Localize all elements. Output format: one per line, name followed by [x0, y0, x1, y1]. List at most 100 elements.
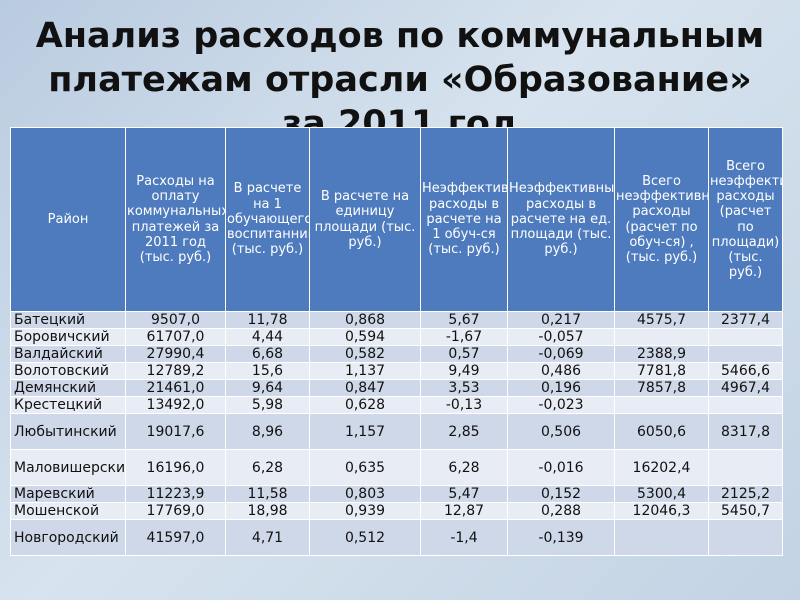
- district-cell: Любытинский: [10, 413, 126, 450]
- total-student-cell: [614, 519, 709, 556]
- expenses-table: Район Расходы на оплату коммунальных пла…: [10, 127, 783, 556]
- total-area-cell: [708, 328, 783, 346]
- ineff-student-cell: -1,67: [420, 328, 508, 346]
- per-student-cell: 11,58: [225, 485, 310, 503]
- expenses-cell: 27990,4: [125, 345, 226, 363]
- total-student-cell: [614, 328, 709, 346]
- header-total-area: Всего неэффективные расходы (расчет по п…: [708, 127, 783, 312]
- per-student-cell: 6,28: [225, 449, 310, 486]
- total-student-cell: 12046,3: [614, 502, 709, 520]
- slide-title-line-2: платежам отрасли «Образование»: [48, 60, 752, 100]
- header-row: Район Расходы на оплату коммунальных пла…: [10, 127, 783, 312]
- expenses-cell: 11223,9: [125, 485, 226, 503]
- total-student-cell: 7781,8: [614, 362, 709, 380]
- ineff-student-cell: -1,4: [420, 519, 508, 556]
- table-row: Маловишерский 16196,0 6,28 0,635 6,28 -0…: [10, 449, 783, 486]
- ineff-student-cell: 6,28: [420, 449, 508, 486]
- expenses-cell: 12789,2: [125, 362, 226, 380]
- total-area-cell: [708, 449, 783, 486]
- per-student-cell: 15,6: [225, 362, 310, 380]
- district-cell: Мошенской: [10, 502, 126, 520]
- total-student-cell: [614, 396, 709, 414]
- per-area-cell: 1,137: [309, 362, 421, 380]
- ineff-student-cell: 9,49: [420, 362, 508, 380]
- total-area-cell: [708, 345, 783, 363]
- district-cell: Волотовский: [10, 362, 126, 380]
- district-cell: Крестецкий: [10, 396, 126, 414]
- per-area-cell: 0,635: [309, 449, 421, 486]
- per-student-cell: 11,78: [225, 311, 310, 329]
- total-area-cell: [708, 519, 783, 556]
- district-cell: Валдайский: [10, 345, 126, 363]
- ineff-area-cell: -0,139: [507, 519, 615, 556]
- per-student-cell: 5,98: [225, 396, 310, 414]
- per-area-cell: 0,582: [309, 345, 421, 363]
- expenses-cell: 21461,0: [125, 379, 226, 397]
- total-area-cell: 5466,6: [708, 362, 783, 380]
- per-area-cell: 0,939: [309, 502, 421, 520]
- per-student-cell: 18,98: [225, 502, 310, 520]
- expenses-cell: 41597,0: [125, 519, 226, 556]
- table-row: Демянский 21461,0 9,64 0,847 3,53 0,196 …: [10, 379, 783, 397]
- expenses-cell: 16196,0: [125, 449, 226, 486]
- table-row: Любытинский 19017,6 8,96 1,157 2,85 0,50…: [10, 413, 783, 450]
- ineff-area-cell: 0,217: [507, 311, 615, 329]
- total-area-cell: 5450,7: [708, 502, 783, 520]
- per-student-cell: 4,44: [225, 328, 310, 346]
- header-ineff-student: Неэффективные расходы в расчете на 1 обу…: [420, 127, 508, 312]
- total-student-cell: 2388,9: [614, 345, 709, 363]
- header-total-student: Всего неэффективные расходы (расчет по о…: [614, 127, 709, 312]
- ineff-student-cell: 5,67: [420, 311, 508, 329]
- ineff-student-cell: 0,57: [420, 345, 508, 363]
- table-row: Волотовский 12789,2 15,6 1,137 9,49 0,48…: [10, 362, 783, 380]
- slide-title-line-1: Анализ расходов по коммунальным: [35, 16, 765, 56]
- ineff-area-cell: -0,023: [507, 396, 615, 414]
- table-row: Боровичский 61707,0 4,44 0,594 -1,67 -0,…: [10, 328, 783, 346]
- ineff-area-cell: -0,069: [507, 345, 615, 363]
- ineff-area-cell: -0,057: [507, 328, 615, 346]
- ineff-student-cell: 3,53: [420, 379, 508, 397]
- ineff-student-cell: 2,85: [420, 413, 508, 450]
- ineff-student-cell: 5,47: [420, 485, 508, 503]
- per-area-cell: 0,512: [309, 519, 421, 556]
- total-area-cell: 4967,4: [708, 379, 783, 397]
- per-area-cell: 1,157: [309, 413, 421, 450]
- total-student-cell: 7857,8: [614, 379, 709, 397]
- ineff-area-cell: 0,506: [507, 413, 615, 450]
- per-area-cell: 0,803: [309, 485, 421, 503]
- district-cell: Маревский: [10, 485, 126, 503]
- district-cell: Новгородский: [10, 519, 126, 556]
- table-row: Новгородский 41597,0 4,71 0,512 -1,4 -0,…: [10, 519, 783, 556]
- per-student-cell: 4,71: [225, 519, 310, 556]
- header-per-student: В расчете на 1 обучающегося, воспитанник…: [225, 127, 310, 312]
- ineff-student-cell: -0,13: [420, 396, 508, 414]
- ineff-area-cell: 0,152: [507, 485, 615, 503]
- header-ineff-area: Неэффективные расходы в расчете на ед. п…: [507, 127, 615, 312]
- header-district: Район: [10, 127, 126, 312]
- expenses-cell: 19017,6: [125, 413, 226, 450]
- district-cell: Демянский: [10, 379, 126, 397]
- total-area-cell: 8317,8: [708, 413, 783, 450]
- district-cell: Боровичский: [10, 328, 126, 346]
- total-student-cell: 4575,7: [614, 311, 709, 329]
- ineff-area-cell: -0,016: [507, 449, 615, 486]
- table-body: Батецкий 9507,0 11,78 0,868 5,67 0,217 4…: [10, 311, 783, 556]
- header-per-area: В расчете на единицу площади (тыс. руб.): [309, 127, 421, 312]
- table-row: Валдайский 27990,4 6,68 0,582 0,57 -0,06…: [10, 345, 783, 363]
- per-area-cell: 0,594: [309, 328, 421, 346]
- slide-title: Анализ расходов по коммунальным платежам…: [0, 14, 800, 146]
- district-cell: Маловишерский: [10, 449, 126, 486]
- expenses-cell: 61707,0: [125, 328, 226, 346]
- expenses-cell: 17769,0: [125, 502, 226, 520]
- per-student-cell: 9,64: [225, 379, 310, 397]
- header-expenses: Расходы на оплату коммунальных платежей …: [125, 127, 226, 312]
- expenses-cell: 9507,0: [125, 311, 226, 329]
- per-student-cell: 8,96: [225, 413, 310, 450]
- expenses-cell: 13492,0: [125, 396, 226, 414]
- total-area-cell: [708, 396, 783, 414]
- per-area-cell: 0,847: [309, 379, 421, 397]
- total-student-cell: 5300,4: [614, 485, 709, 503]
- per-area-cell: 0,628: [309, 396, 421, 414]
- table-row: Батецкий 9507,0 11,78 0,868 5,67 0,217 4…: [10, 311, 783, 329]
- ineff-area-cell: 0,196: [507, 379, 615, 397]
